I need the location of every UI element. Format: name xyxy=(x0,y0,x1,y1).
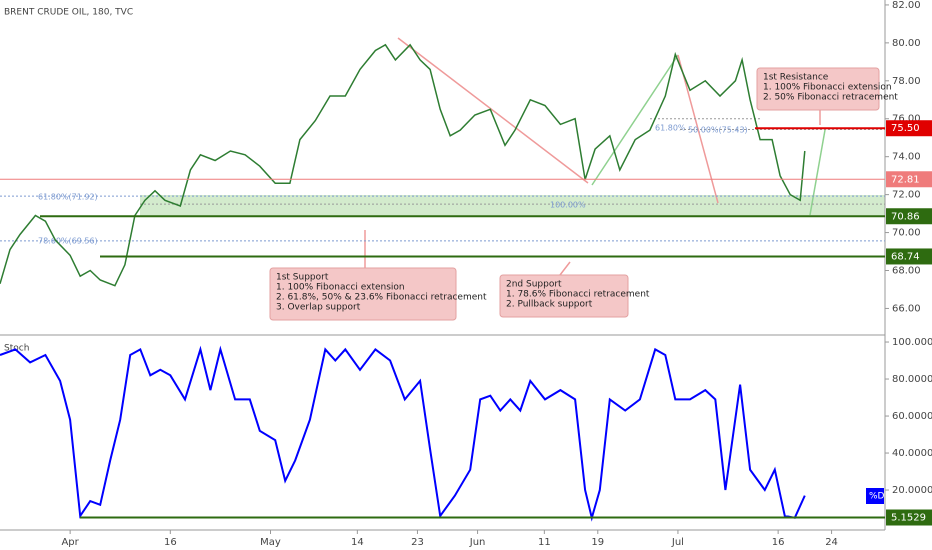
arrow xyxy=(397,37,589,184)
panel-label: Stoch xyxy=(4,344,29,354)
data-line xyxy=(0,43,806,287)
x-tick-label: May xyxy=(260,537,281,548)
annotation-text: 1st Support xyxy=(276,273,329,283)
annotation-text: 2. Pullback support xyxy=(506,300,593,310)
x-tick-label: 19 xyxy=(591,537,604,548)
fib-label: 100.00% xyxy=(550,201,586,210)
y-tick-label: 40.0000 xyxy=(892,448,932,459)
support-zone xyxy=(140,195,885,217)
x-tick-label: Jun xyxy=(469,537,486,548)
annotation-text: 1. 100% Fibonacci extension xyxy=(763,83,892,93)
x-tick-label: Jul xyxy=(671,537,684,548)
y-tick-label: 82.00 xyxy=(892,0,921,11)
annotation-text: 2. 50% Fibonacci retracement xyxy=(763,93,898,103)
x-tick-label: 16 xyxy=(164,537,177,548)
arrow xyxy=(809,129,826,216)
y-tick-label: 74.00 xyxy=(892,152,921,163)
level-tag xyxy=(886,120,932,137)
y-tick-label: 60.0000 xyxy=(892,411,932,422)
y-tick-label: 100.0000 xyxy=(892,337,932,348)
y-tick-label: 78.00 xyxy=(892,76,921,87)
series-tag xyxy=(866,488,884,504)
x-tick-label: Apr xyxy=(61,537,79,548)
arrow xyxy=(591,54,679,186)
level-tag xyxy=(886,208,932,225)
level-label: 70.86 xyxy=(891,211,920,222)
y-tick-label: 76.00 xyxy=(892,114,921,125)
x-tick-label: 14 xyxy=(351,537,364,548)
level-tag xyxy=(886,509,932,526)
annotation-text: 2. 61.8%, 50% & 23.6% Fibonacci retracem… xyxy=(276,293,487,303)
level-label: 72.81 xyxy=(891,174,920,185)
x-tick-label: 11 xyxy=(538,537,551,548)
annotation-box xyxy=(756,67,880,111)
x-tick-label: 23 xyxy=(411,537,424,548)
level-label: 68.74 xyxy=(891,251,920,262)
data-line xyxy=(0,345,806,522)
level-label: 75.50 xyxy=(891,123,920,134)
level-tag xyxy=(886,248,932,265)
x-tick-label: 16 xyxy=(772,537,785,548)
arrows xyxy=(364,37,826,276)
level-label: 5.1529 xyxy=(891,513,926,524)
x-tick-label: 24 xyxy=(825,537,838,548)
series-label: %D xyxy=(869,492,885,502)
pointer xyxy=(559,261,571,276)
chart-header: BRENT CRUDE OIL, 180, TVC xyxy=(4,8,133,18)
level-tag xyxy=(886,171,932,188)
arrow xyxy=(677,54,719,204)
fib-label: 61.80% xyxy=(655,124,686,133)
annotation-text: 1. 100% Fibonacci extension xyxy=(276,283,405,293)
annotation-text: 1. 78.6% Fibonacci retracement xyxy=(506,290,650,300)
y-tick-label: 80.0000 xyxy=(892,374,932,385)
y-tick-label: 80.00 xyxy=(892,38,921,49)
annotation-text: 2nd Support xyxy=(506,280,562,290)
fib-label: 61.80%(71.92) xyxy=(38,193,98,202)
y-tick-label: 20.0000 xyxy=(892,485,932,496)
annotation-text: 1st Resistance xyxy=(763,73,829,83)
y-tick-label: 68.00 xyxy=(892,266,921,277)
y-tick-label: 72.00 xyxy=(892,190,921,201)
annotation-box xyxy=(269,267,457,321)
annotation-box xyxy=(499,274,629,318)
annotation-text: 3. Overlap support xyxy=(276,303,361,313)
fib-label: 50.00%(75.43) xyxy=(688,126,748,135)
fib-label: 78.60%(69.56) xyxy=(38,237,98,246)
y-tick-label: 66.00 xyxy=(892,303,921,314)
y-tick-label: 70.00 xyxy=(892,228,921,239)
